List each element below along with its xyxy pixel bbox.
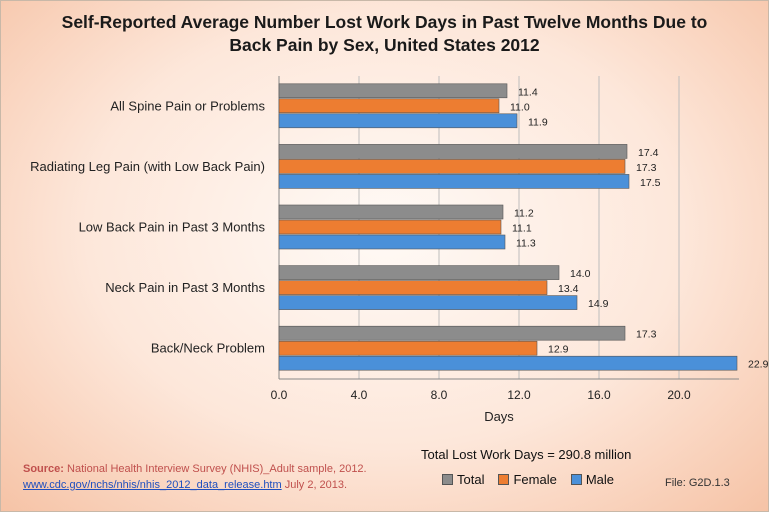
legend-swatch-total	[442, 474, 453, 485]
data-label: 11.9	[528, 116, 548, 128]
source-note: Source: National Health Interview Survey…	[23, 461, 367, 493]
category-label: All Spine Pain or Problems	[110, 98, 265, 113]
legend-swatch-female	[498, 474, 510, 485]
legend-item-female: Female	[498, 472, 557, 487]
legend-label-male: Male	[585, 472, 615, 487]
data-label: 13.4	[558, 283, 579, 295]
legend-label-female: Female	[513, 472, 557, 487]
data-label: 14.0	[570, 268, 591, 280]
data-label: 11.1	[512, 223, 532, 235]
bar-male	[278, 295, 578, 310]
legend-label-total: Total	[457, 472, 485, 487]
category-label: Radiating Leg Pain (with Low Back Pain)	[30, 159, 265, 174]
source-text: National Health Interview Survey (NHIS)_…	[63, 463, 367, 475]
data-label: 17.5	[640, 177, 661, 189]
bar-female	[278, 280, 548, 295]
total-note: Total Lost Work Days = 290.8 million	[421, 447, 632, 462]
bar-male	[278, 355, 738, 371]
bar-total	[278, 83, 508, 99]
bar-male	[278, 113, 518, 129]
legend-item-total: Total	[442, 472, 484, 487]
data-label: 11.4	[518, 86, 538, 98]
bar-female	[278, 159, 626, 174]
data-label: 22.9	[748, 359, 768, 371]
x-tick-label: 12.0	[507, 388, 531, 402]
chart-title: Self-Reported Average Number Lost Work D…	[1, 11, 768, 57]
legend-item-male: Male	[570, 472, 615, 487]
source-link[interactable]: www.cdc.gov/nchs/nhis/nhis_2012_data_rel…	[23, 479, 282, 491]
x-tick-label: 8.0	[431, 388, 448, 402]
category-label: Back/Neck Problem	[151, 341, 265, 356]
data-label: 12.9	[548, 344, 569, 356]
x-tick-label: 16.0	[587, 388, 611, 402]
category-label: Neck Pain in Past 3 Months	[105, 280, 265, 295]
x-tick-label: 4.0	[351, 388, 368, 402]
data-label: 17.4	[638, 147, 659, 159]
bar-male	[278, 234, 506, 250]
data-label: 17.3	[636, 329, 657, 341]
chart-title-line-2: Back Pain by Sex, United States 2012	[229, 35, 540, 55]
source-label: Source:	[23, 463, 64, 475]
data-label: 14.9	[588, 298, 609, 310]
bar-male	[278, 174, 630, 189]
legend-swatch-male	[570, 474, 582, 485]
bar-total	[278, 325, 626, 341]
x-axis-title: Days	[484, 409, 514, 424]
data-label: 11.3	[516, 238, 536, 250]
bar-total	[278, 144, 628, 159]
data-label: 11.0	[510, 101, 530, 113]
bar-female	[278, 98, 500, 114]
chart-title-line-1: Self-Reported Average Number Lost Work D…	[61, 12, 708, 32]
category-label: Low Back Pain in Past 3 Months	[79, 220, 266, 235]
source-date: July 2, 2013.	[281, 479, 348, 491]
bar-female	[278, 340, 538, 356]
bar-chart: 0.0 4.0 8.0 12.0 16.0 20.0 Days All Spine Pain …	[30, 76, 768, 424]
x-tick-label: 20.0	[667, 388, 691, 402]
bar-female	[278, 219, 502, 235]
x-tick-label: 0.0	[271, 388, 288, 402]
bar-total	[278, 204, 504, 220]
legend: Total Female Male	[442, 472, 614, 487]
bar-total	[278, 265, 560, 280]
data-label: 11.2	[514, 208, 534, 220]
file-id: File: G2D.1.3	[665, 477, 730, 489]
data-label: 17.3	[636, 162, 657, 174]
